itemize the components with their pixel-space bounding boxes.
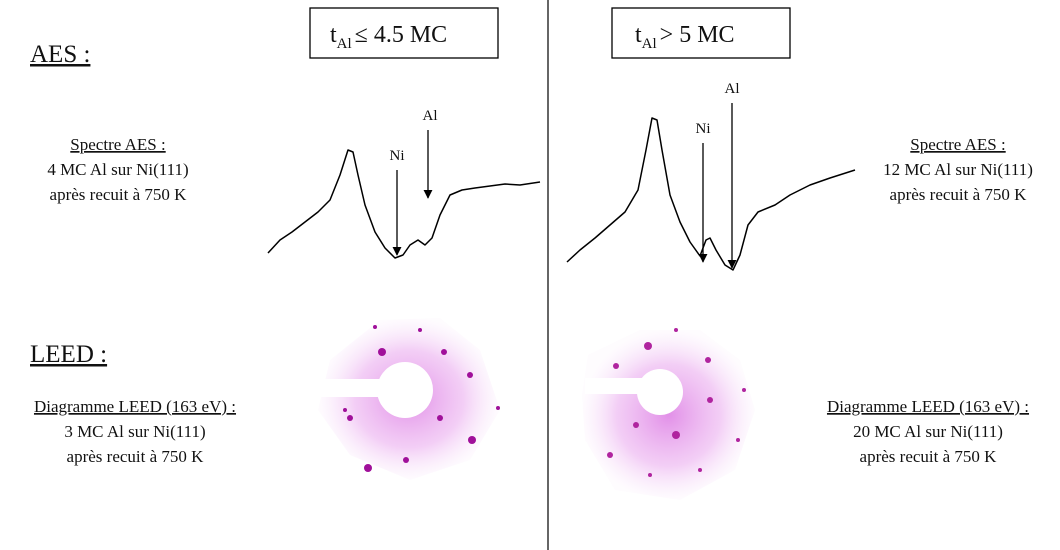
caption: après recuit à 750 K (67, 447, 205, 466)
peak-label: Al (423, 108, 438, 124)
aes-spectrum (267, 149, 541, 259)
condition-box (309, 7, 499, 59)
caption: Diagramme LEED (163 eV) : (827, 397, 1029, 416)
caption: après recuit à 750 K (890, 185, 1028, 204)
section-label: LEED : (30, 341, 107, 368)
condition: tAl > 5 MC (635, 22, 735, 52)
caption: 3 MC Al sur Ni(111) (64, 422, 205, 441)
caption: Spectre AES : (910, 135, 1005, 154)
subscript: Al (337, 36, 352, 52)
caption: Spectre AES : (70, 135, 165, 154)
section-label: AES : (30, 41, 90, 68)
condition: tAl ≤ 4.5 MC (330, 22, 447, 52)
peak-label: Ni (696, 121, 711, 137)
peak-label: Ni (390, 148, 405, 164)
peak-label: Al (725, 81, 740, 97)
leed-pattern (582, 328, 755, 500)
symbol: t (330, 22, 337, 48)
caption: 20 MC Al sur Ni(111) (853, 422, 1003, 441)
relation: > 5 MC (660, 22, 735, 48)
aes-spectrum (566, 117, 856, 271)
caption: Diagramme LEED (163 eV) : (34, 397, 236, 416)
relation: ≤ 4.5 MC (355, 22, 448, 48)
caption: 12 MC Al sur Ni(111) (883, 160, 1033, 179)
symbol: t (635, 22, 642, 48)
caption: 4 MC Al sur Ni(111) (47, 160, 188, 179)
caption: après recuit à 750 K (50, 185, 188, 204)
caption: après recuit à 750 K (860, 447, 998, 466)
subscript: Al (642, 36, 657, 52)
leed-pattern (318, 318, 500, 480)
condition-box (611, 7, 791, 59)
